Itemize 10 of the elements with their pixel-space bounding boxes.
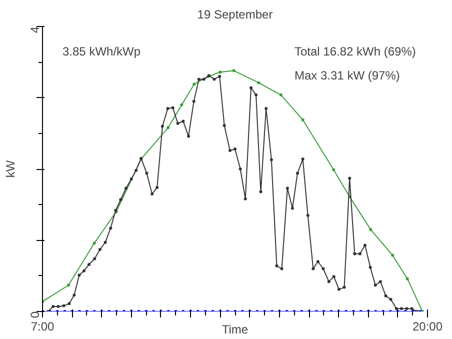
y-tick-label: 0 <box>28 311 42 318</box>
x-axis-title: Time <box>222 322 248 336</box>
annotation: 3.85 kWh/kWp <box>62 44 141 58</box>
y-axis-title: kW <box>4 160 18 178</box>
chart-title: 19 September <box>197 8 273 22</box>
annotation: Total 16.82 kWh (69%) <box>294 44 416 58</box>
annotation: Max 3.31 kW (97%) <box>294 68 400 82</box>
x-tick-label: 20:00 <box>412 320 443 334</box>
x-tick-label: 7:00 <box>30 320 55 334</box>
y-tick-label: 4 <box>28 26 42 34</box>
